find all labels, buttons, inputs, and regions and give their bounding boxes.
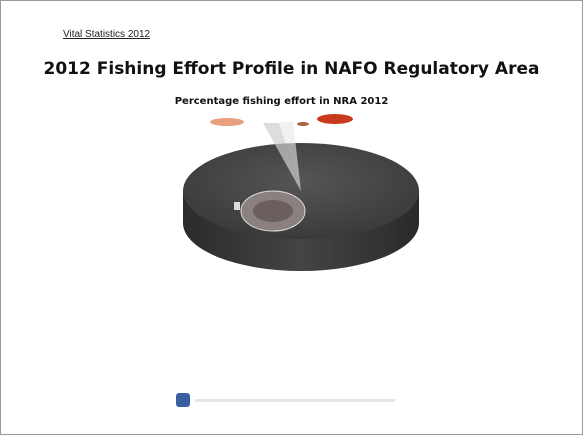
chart-subtitle: Percentage fishing effort in NRA 2012 [174, 96, 389, 107]
fish-icon [210, 118, 244, 126]
fish-icon [253, 200, 293, 222]
pie-label [234, 202, 240, 210]
link[interactable]: Vital Statistics 2012 [63, 29, 151, 40]
pie-slice [263, 123, 301, 191]
pie-slice [279, 121, 301, 191]
fish-icon [317, 114, 353, 124]
footer-text [195, 399, 395, 402]
footer-logo [176, 393, 190, 407]
slide-title: 2012 Fishing Effort Profile in NAFO Regu… [43, 59, 540, 79]
fish-icon [297, 122, 309, 126]
